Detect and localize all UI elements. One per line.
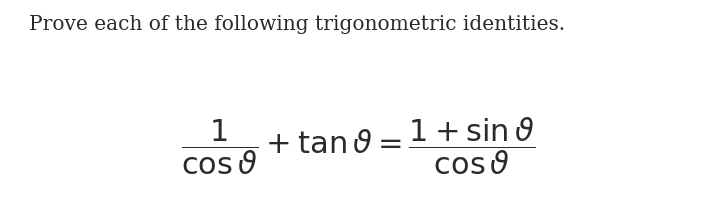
Text: Prove each of the following trigonometric identities.: Prove each of the following trigonometri… — [29, 15, 565, 34]
Text: $\dfrac{1}{\cos\vartheta} + \tan\vartheta = \dfrac{1 + \sin\vartheta}{\cos\varth: $\dfrac{1}{\cos\vartheta} + \tan\varthet… — [181, 115, 535, 177]
